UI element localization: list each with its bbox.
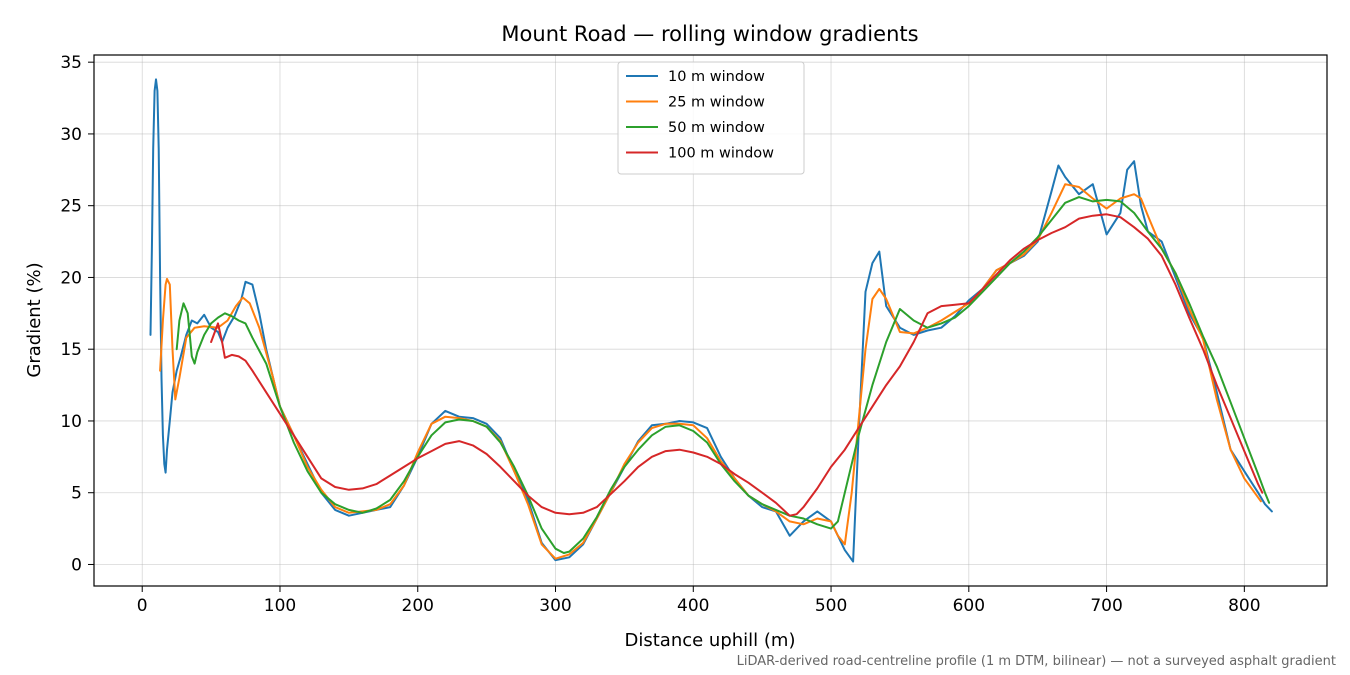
y-tick-label: 5 xyxy=(71,484,82,504)
y-tick-label: 30 xyxy=(60,125,82,145)
plot-frame xyxy=(93,54,1328,587)
legend-label: 25 m window xyxy=(668,95,765,111)
series-line-4 xyxy=(210,213,1264,517)
x-tick-label: 700 xyxy=(1090,596,1122,616)
x-tick-label: 600 xyxy=(953,596,985,616)
x-tick-label: 800 xyxy=(1228,596,1260,616)
series-lines xyxy=(149,78,1273,563)
y-tick-label: 35 xyxy=(60,53,82,73)
legend-box xyxy=(617,61,805,175)
y-tick-label: 15 xyxy=(60,340,82,360)
x-tick-label: 0 xyxy=(137,596,148,616)
series-line-3 xyxy=(175,196,1271,554)
y-tick-label: 25 xyxy=(60,197,82,217)
series-line-2 xyxy=(159,183,1262,560)
x-tick-label: 400 xyxy=(677,596,709,616)
y-tick-label: 0 xyxy=(71,555,82,575)
chart-title: Mount Road — rolling window gradients xyxy=(501,22,918,46)
x-tick-label: 200 xyxy=(402,596,434,616)
y-tick-label: 20 xyxy=(60,268,82,288)
x-tick-label: 100 xyxy=(264,596,296,616)
x-axis-label: Distance uphill (m) xyxy=(625,630,796,651)
axis-ticks: 0 100 200 300 400 500 600 700 800 0 5 10 15 20 25 30 35 xyxy=(60,53,1260,616)
legend-label: 10 m window xyxy=(668,69,765,85)
x-tick-label: 300 xyxy=(539,596,571,616)
y-axis-label: Gradient (%) xyxy=(24,262,45,377)
legend-label: 100 m window xyxy=(668,146,774,162)
y-tick-label: 10 xyxy=(60,412,82,432)
legend-label: 50 m window xyxy=(668,120,765,136)
footnote: LiDAR-derived road-centreline profile (1… xyxy=(737,654,1336,669)
legend: 10 m window 25 m window 50 m window 100 m w… xyxy=(617,61,805,175)
x-tick-label: 500 xyxy=(815,596,847,616)
